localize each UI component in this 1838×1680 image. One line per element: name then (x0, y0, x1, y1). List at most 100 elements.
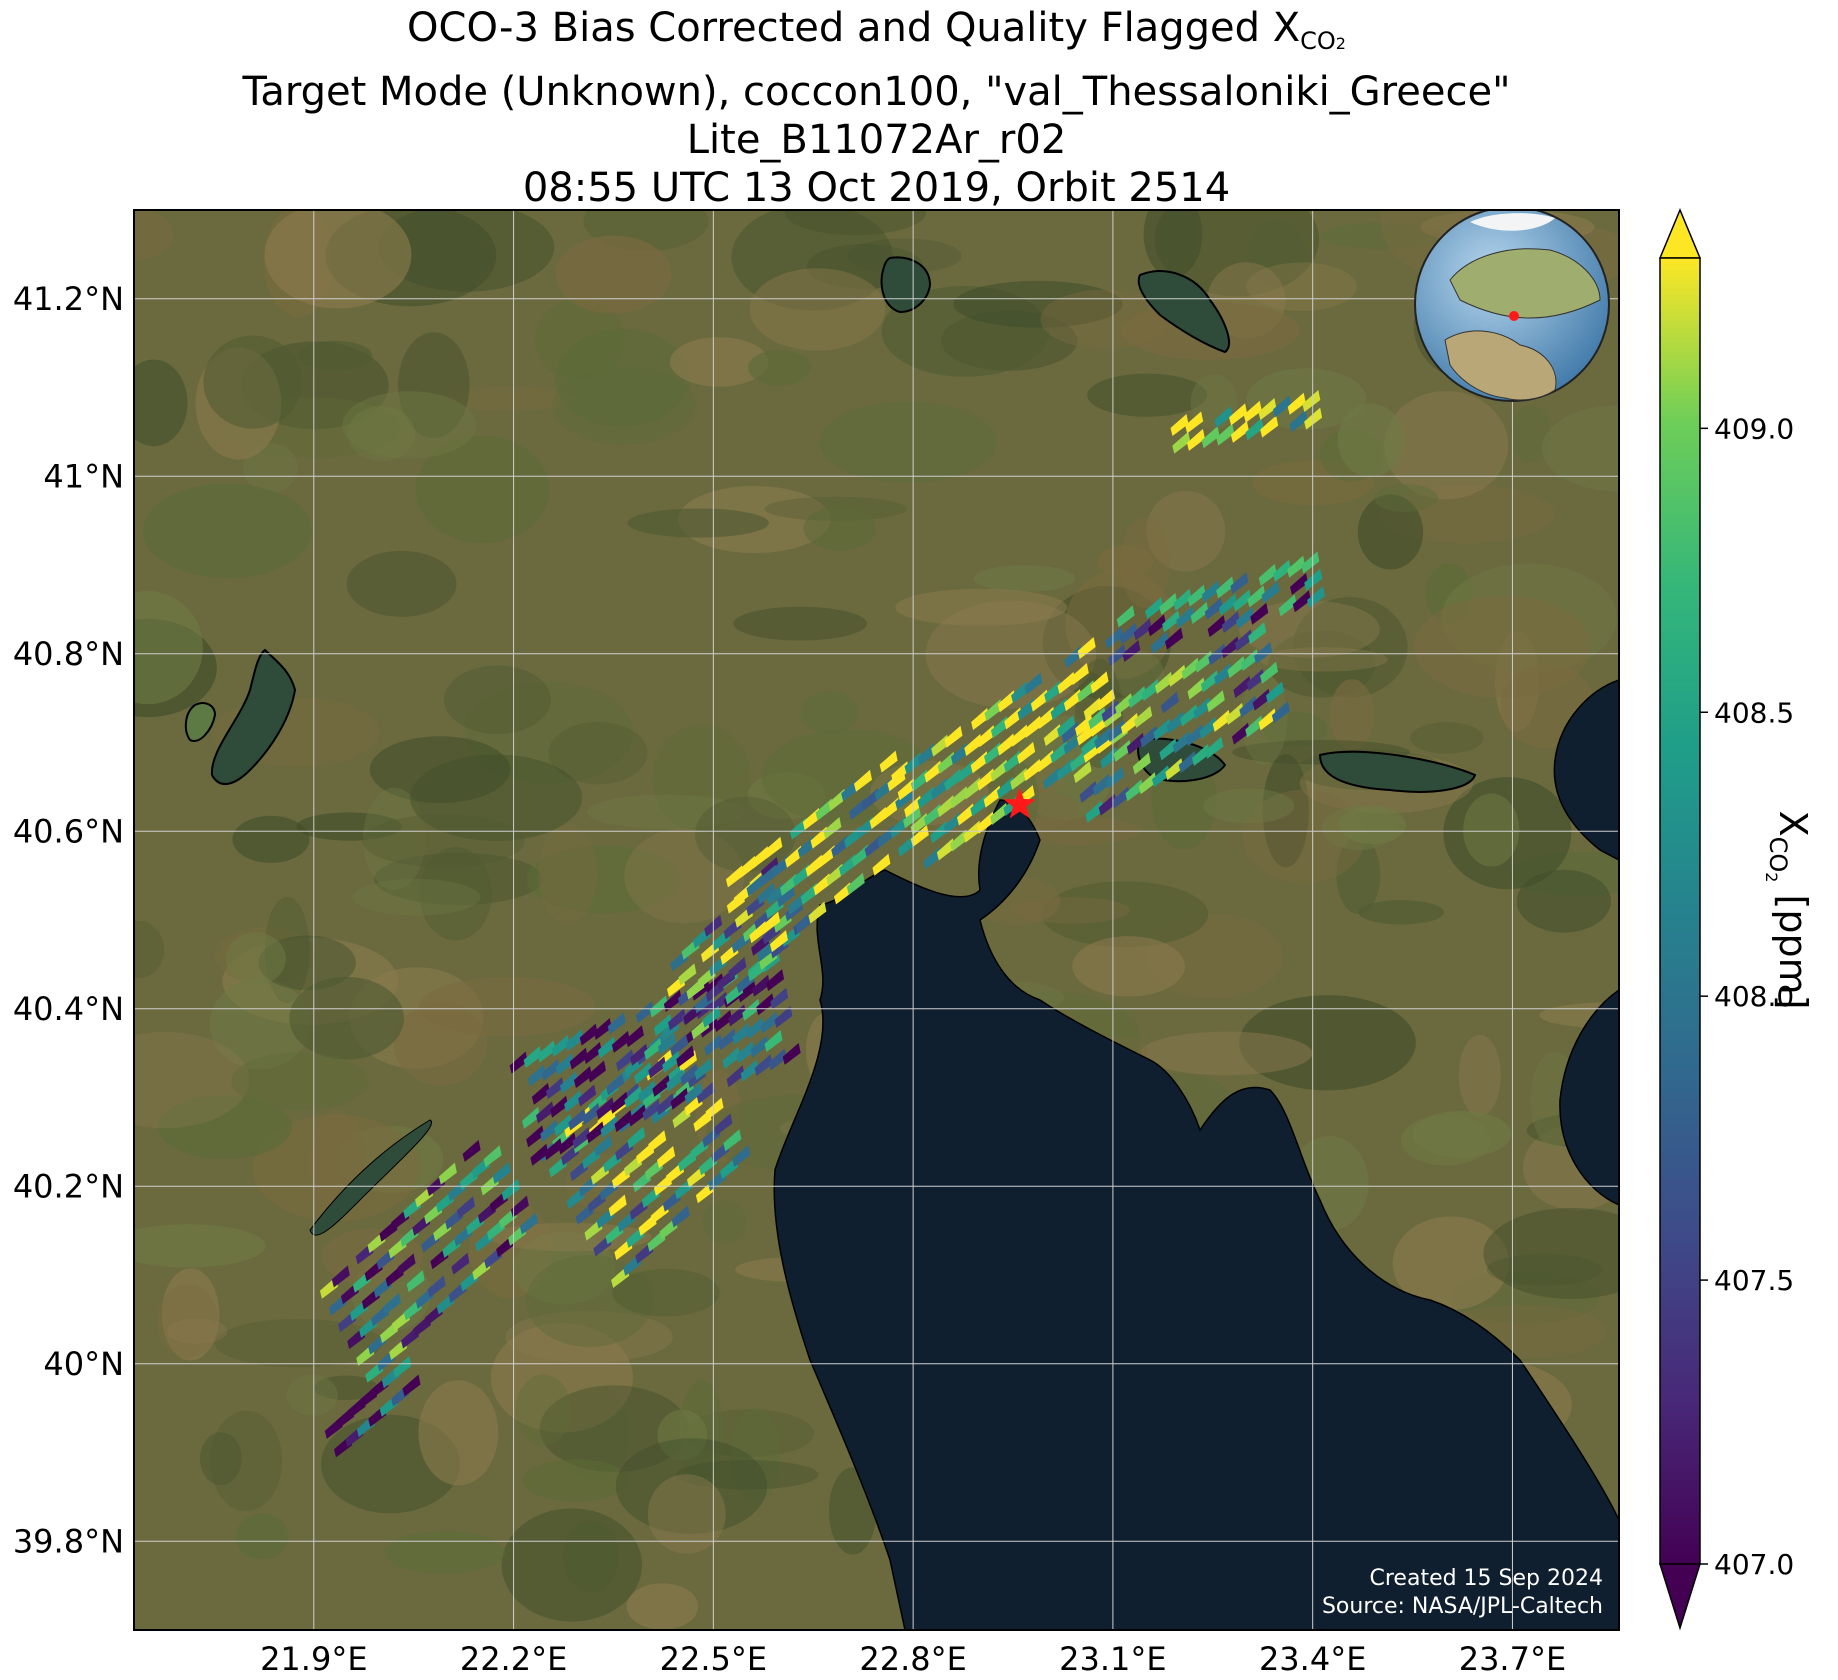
xco2-sounding (550, 1095, 569, 1118)
terrain-patch (1320, 222, 1444, 250)
xco2-sounding (1230, 572, 1249, 595)
terrain-patch (555, 328, 690, 428)
terrain-patch (1357, 494, 1424, 570)
terrain-patch (166, 1318, 228, 1345)
map-frame (133, 209, 1620, 1631)
xco2-sounding (1178, 750, 1197, 773)
xco2-sounding (638, 1080, 657, 1103)
xco2-sounding (1240, 649, 1259, 672)
terrain-patch (210, 1410, 283, 1512)
xco2-sounding (1132, 752, 1151, 775)
xco2-sounding (1152, 765, 1171, 788)
terrain-patch (1239, 995, 1416, 1091)
xco2-sounding (738, 980, 757, 1003)
terrain-patch (203, 335, 303, 429)
xco2-sounding (1278, 594, 1297, 617)
xco2-sounding (630, 1043, 649, 1066)
terrain-patch (539, 1385, 689, 1473)
terrain-patch (157, 1284, 219, 1358)
xco2-sounding (1233, 589, 1252, 612)
xco2-sounding (1229, 403, 1248, 426)
xco2-sounding (382, 1292, 401, 1315)
terrain-patch (1140, 1031, 1313, 1076)
xco2-sounding (1290, 572, 1309, 595)
xco2-sounding (853, 769, 872, 792)
xco2-sounding (1105, 626, 1124, 649)
lat-tick-label: 41.2°N (13, 280, 124, 318)
xco2-sounding (1170, 414, 1189, 436)
globe-africa-land (1444, 330, 1557, 401)
xco2-sounding (1165, 758, 1184, 781)
xco2-sounding (501, 1178, 520, 1201)
terrain-patch (749, 268, 886, 351)
terrain-patch (362, 814, 525, 868)
terrain-patch (161, 1268, 220, 1361)
terrain-patch (286, 1374, 338, 1416)
colorbar-gradient (1659, 257, 1701, 1565)
xco2-sounding (1221, 611, 1240, 634)
terrain-patch (342, 391, 477, 459)
terrain-patch (1087, 373, 1207, 417)
terrain-patch (409, 754, 583, 841)
xco2-sounding (597, 1036, 616, 1059)
lat-tick-label: 40.8°N (13, 635, 124, 673)
xco2-sounding (746, 1017, 765, 1040)
terrain-patch (1259, 647, 1388, 672)
xco2-sounding (624, 1086, 643, 1109)
title-line-2: Target Mode (Unknown), coccon100, "val_T… (242, 69, 1511, 115)
terrain-patch (538, 824, 598, 925)
xco2-sounding (1160, 691, 1179, 714)
xco2-sounding (728, 1004, 747, 1027)
xco2-sounding (634, 1062, 653, 1085)
colorbar-ticks: 407.0 407.5 408.0 408.5 409.0 (1700, 412, 1794, 1581)
terrain-patch (652, 724, 751, 834)
terrain-patch (1040, 289, 1169, 349)
xco2-sounding (663, 990, 682, 1013)
graticule (134, 210, 1619, 1630)
terrain-patch (515, 1374, 572, 1446)
xco2-sounding (903, 806, 922, 829)
xco2-sounding (1122, 639, 1141, 662)
terrain-patch (1329, 679, 1375, 751)
terrain-patch (1392, 1216, 1509, 1310)
xco2-sounding (608, 1194, 627, 1217)
xco2-sounding (757, 882, 776, 905)
terrain-patch (347, 405, 416, 462)
terrain-patch (373, 852, 544, 905)
terrain-patch (1463, 793, 1520, 867)
terrain-patch (232, 815, 310, 863)
xco2-sounding (879, 750, 898, 773)
terrain-patch (297, 340, 373, 371)
terrain-patch (522, 1459, 629, 1502)
terrain-patch (612, 1268, 720, 1317)
xco2-sounding (1233, 675, 1252, 698)
terrain-patch (199, 1432, 242, 1486)
xco2-sounding (586, 1121, 605, 1144)
xco2-sounding (544, 1138, 563, 1161)
xco2-sounding (764, 1030, 783, 1053)
terrain-patch (1238, 600, 1380, 658)
xco2-sounding (1207, 615, 1226, 638)
xco2-sounding (670, 1087, 689, 1110)
xco2-sounding (614, 1110, 633, 1133)
lake-vegoritida (210, 648, 297, 785)
xco2-sounding (705, 1097, 724, 1120)
xco2-sounding (1090, 671, 1109, 694)
terrain-patch (314, 1375, 378, 1401)
terrain-patch (490, 1322, 633, 1433)
xco2-sounding (658, 1032, 677, 1055)
xco2-sounding (1191, 743, 1210, 766)
xco2-sounding (656, 1093, 675, 1116)
xco2-sounding (1273, 395, 1292, 418)
xco2-sounding (694, 1058, 713, 1081)
xco2-sounding (764, 836, 783, 859)
terrain-patch (925, 600, 1097, 709)
xco2-sounding (1138, 772, 1157, 795)
xco2-sounding (1243, 400, 1262, 423)
xco2-sounding (756, 993, 775, 1016)
terrain-patch (669, 337, 769, 387)
xco2-sounding (1187, 584, 1206, 607)
xco2-sounding (1234, 629, 1253, 652)
xco2-sounding (579, 1023, 598, 1046)
terrain-patch (1339, 806, 1406, 844)
